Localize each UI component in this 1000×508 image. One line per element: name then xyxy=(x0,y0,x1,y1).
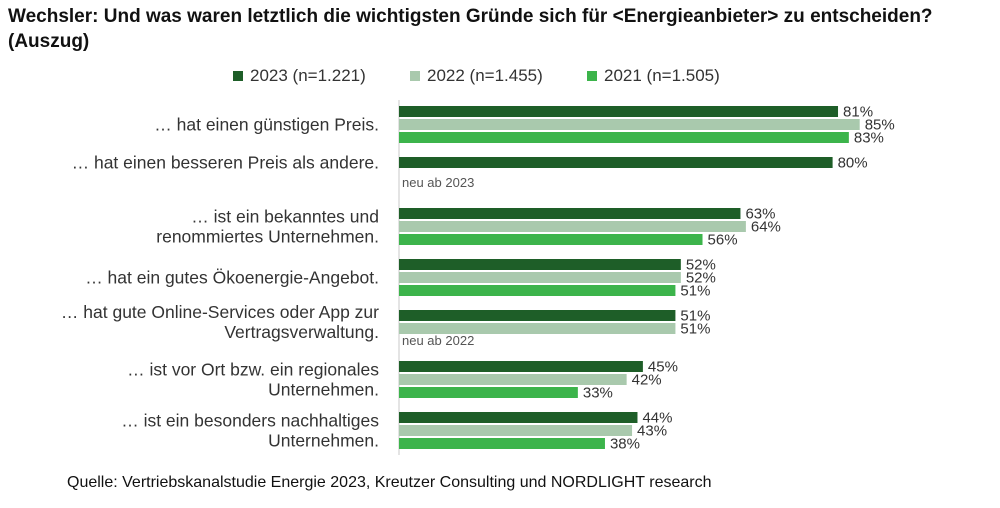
bar-cat4-2022 xyxy=(399,272,681,283)
value-label-cat4-2021: 51% xyxy=(680,283,710,300)
chart-legend: 2023 (n=1.221) 2022 (n=1.455) 2021 (n=1.… xyxy=(0,65,1000,87)
value-label-cat4-2022: 52% xyxy=(686,270,716,287)
bar-cat3-2023 xyxy=(399,208,741,219)
value-label-cat3-2021: 56% xyxy=(708,232,738,249)
value-label-cat7-2023: 44% xyxy=(642,410,672,427)
value-label-cat2-2023: 80% xyxy=(838,155,868,172)
value-label-cat1-2021: 83% xyxy=(854,130,884,147)
bar-cat5-2023 xyxy=(399,310,676,321)
category-label-1: … hat einen günstigen Preis. xyxy=(154,115,379,135)
chart-title: Wechsler: Und was waren letztlich die wi… xyxy=(8,4,993,54)
source-note: Quelle: Vertriebskanalstudie Energie 202… xyxy=(67,474,712,491)
note-label-cat5: neu ab 2022 xyxy=(402,333,474,348)
bar-cat1-2023 xyxy=(399,106,839,117)
bar-cat6-2021 xyxy=(399,387,578,398)
bar-cat7-2022 xyxy=(399,425,633,436)
category-label-7-line-2: Unternehmen. xyxy=(268,431,379,451)
category-label-3-line-1: … ist ein bekanntes und xyxy=(191,207,379,227)
bar-cat4-2023 xyxy=(399,259,681,270)
bar-cat7-2021 xyxy=(399,438,605,449)
legend-swatch-2021 xyxy=(587,71,597,81)
value-label-cat7-2021: 38% xyxy=(610,436,640,453)
value-label-cat3-2022: 64% xyxy=(751,219,781,236)
value-label-cat4-2023: 52% xyxy=(686,257,716,274)
value-label-cat6-2021: 33% xyxy=(583,385,613,402)
category-label-5-line-1: … hat gute Online-Services oder App zur xyxy=(61,302,379,322)
bar-cat7-2023 xyxy=(399,412,638,423)
chart-title-line-2: (Auszug) xyxy=(8,31,90,52)
value-label-cat5-2022: 51% xyxy=(680,321,710,338)
bar-cat1-2021 xyxy=(399,132,849,143)
value-label-cat6-2022: 42% xyxy=(632,372,662,389)
bar-cat4-2021 xyxy=(399,285,676,296)
bar-cat1-2022 xyxy=(399,119,860,130)
bar-cat6-2023 xyxy=(399,361,643,372)
value-label-cat7-2022: 43% xyxy=(637,423,667,440)
value-label-cat6-2023: 45% xyxy=(648,359,678,376)
bar-cat5-2022 xyxy=(399,323,676,334)
category-label-7-line-1: … ist ein besonders nachhaltiges xyxy=(121,411,379,431)
value-label-cat1-2023: 81% xyxy=(843,104,873,121)
legend-swatch-2023 xyxy=(233,71,243,81)
category-label-4: … hat ein gutes Ökoenergie-Angebot. xyxy=(85,268,379,288)
legend-item-2023: 2023 (n=1.221) xyxy=(233,65,366,87)
value-label-cat1-2022: 85% xyxy=(865,117,895,134)
category-label-3-line-2: renommiertes Unternehmen. xyxy=(156,227,379,247)
category-label-5-line-2: Vertragsverwaltung. xyxy=(224,322,379,342)
bar-cat3-2021 xyxy=(399,234,703,245)
category-label-2: … hat einen besseren Preis als andere. xyxy=(72,153,379,173)
bar-cat2-2023 xyxy=(399,157,833,168)
value-label-cat3-2023: 63% xyxy=(745,206,775,223)
legend-item-2021: 2021 (n=1.505) xyxy=(587,65,720,87)
legend-item-2022: 2022 (n=1.455) xyxy=(410,65,543,87)
category-label-6-line-1: … ist vor Ort bzw. ein regionales xyxy=(127,360,379,380)
value-label-cat5-2023: 51% xyxy=(680,308,710,325)
bar-cat6-2022 xyxy=(399,374,627,385)
note-label-cat2: neu ab 2023 xyxy=(402,175,474,190)
category-label-6-line-2: Unternehmen. xyxy=(268,380,379,400)
bar-cat3-2022 xyxy=(399,221,746,232)
chart-title-line-1: Wechsler: Und was waren letztlich die wi… xyxy=(8,6,933,27)
legend-label-2021: 2021 (n=1.505) xyxy=(604,66,720,85)
legend-label-2022: 2022 (n=1.455) xyxy=(427,66,543,85)
legend-label-2023: 2023 (n=1.221) xyxy=(250,66,366,85)
legend-swatch-2022 xyxy=(410,71,420,81)
